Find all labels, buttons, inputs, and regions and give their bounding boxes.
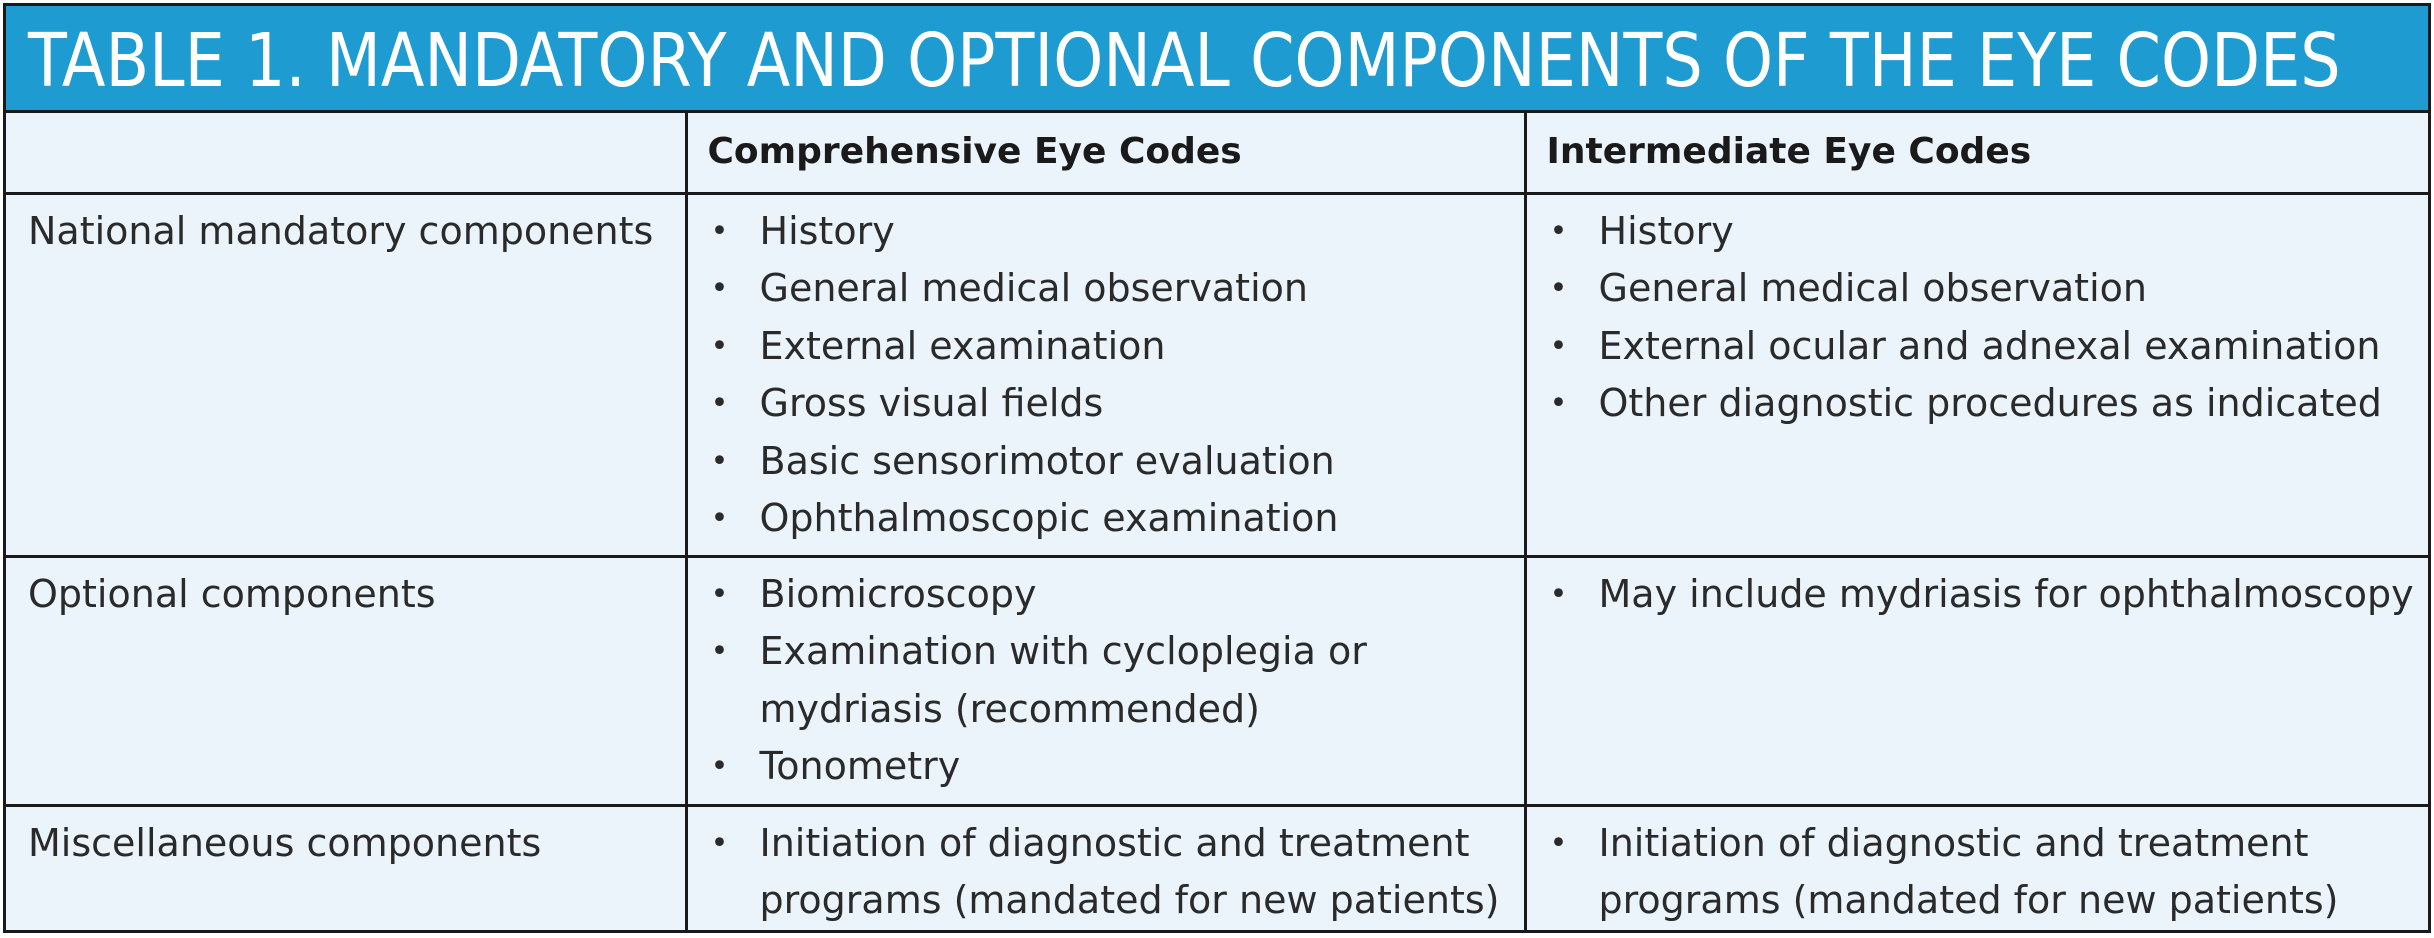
bullet-icon: • [710, 825, 729, 861]
bullet-list: • History • General medical observation • Ext… [688, 195, 1524, 548]
table-title-bar: TABLE 1. MANDATORY AND OPTIONAL COMPONEN… [6, 6, 2428, 113]
list-item: • Other diagnostic procedures as indicate… [1527, 375, 2429, 433]
bullet-list: • Initiation of diagnostic and treatment … [1527, 807, 2429, 930]
list-item: • General medical observation [688, 260, 1524, 318]
comprehensive-cell: • Initiation of diagnostic and treatment … [684, 803, 1527, 932]
list-item-text: Basic sensorimotor evaluation [759, 438, 1335, 483]
list-item-text: External ocular and adnexal examination [1598, 323, 2381, 368]
bullet-icon: • [710, 501, 729, 536]
bullet-icon: • [710, 749, 729, 784]
bullet-icon: • [1549, 328, 1568, 364]
intermediate-cell: • History • General medical observation • Ext… [1523, 191, 2429, 558]
table-row: Miscellaneous components • Initiation of … [6, 803, 2429, 932]
header-row: Comprehensive Eye Codes Intermediate Eye… [6, 110, 2428, 195]
list-item: • External ocular and adnexal examination [1527, 318, 2429, 376]
bullet-icon: • [710, 576, 729, 612]
table-title: TABLE 1. MANDATORY AND OPTIONAL COMPONEN… [28, 18, 2341, 104]
list-item: • Initiation of diagnostic and treatment … [688, 815, 1524, 930]
list-item: • External examination [688, 318, 1524, 376]
header-empty-cell [6, 110, 688, 195]
comprehensive-cell: • History • General medical observation • Ext… [684, 191, 1527, 558]
list-item-text: Biomicroscopy [759, 571, 1037, 616]
bullet-icon: • [710, 213, 729, 249]
bullet-icon: • [710, 328, 729, 364]
list-item-text: History [759, 208, 895, 253]
list-item: • History [688, 203, 1524, 261]
table-row: National mandatory components • History • G… [6, 191, 2429, 558]
list-item-text: Gross visual fields [759, 381, 1104, 425]
list-item-text: Initiation of diagnostic and treatment p… [759, 820, 1500, 923]
bullet-icon: • [710, 271, 729, 306]
list-item: • History [1527, 203, 2429, 261]
bullet-list: • History • General medical observation • Ext… [1527, 195, 2429, 433]
bullet-list: • Biomicroscopy • Examination with cyclople… [688, 558, 1524, 796]
list-item: • Ophthalmoscopic examination [688, 490, 1524, 548]
bullet-list: • Initiation of diagnostic and treatment … [688, 807, 1524, 930]
header-comprehensive: Comprehensive Eye Codes [684, 110, 1527, 195]
list-item-text: Other diagnostic procedures as indicated [1598, 381, 2382, 425]
list-item: • Biomicroscopy [688, 566, 1524, 624]
intermediate-cell: • Initiation of diagnostic and treatment … [1523, 803, 2429, 932]
list-item-text: Tonometry [759, 744, 961, 788]
list-item: • Basic sensorimotor evaluation [688, 433, 1524, 491]
list-item: • Tonometry [688, 738, 1524, 796]
row-label: Miscellaneous components [6, 803, 688, 932]
list-item-text: History [1598, 208, 1734, 253]
row-label: Optional components [6, 554, 688, 807]
header-intermediate: Intermediate Eye Codes [1523, 110, 2428, 195]
bullet-icon: • [710, 634, 729, 669]
list-item-text: Ophthalmoscopic examination [759, 496, 1339, 540]
table-row: Optional components • Biomicroscopy • Exami… [6, 554, 2429, 807]
row-label: National mandatory components [6, 191, 688, 558]
comprehensive-cell: • Biomicroscopy • Examination with cyclople… [684, 554, 1527, 807]
bullet-icon: • [1549, 576, 1568, 612]
list-item: • General medical observation [1527, 260, 2429, 318]
components-table: Comprehensive Eye Codes Intermediate Eye… [6, 110, 2428, 932]
list-item-text: External examination [759, 323, 1166, 368]
list-item: • May include mydriasis for ophthalmoscop… [1527, 566, 2429, 624]
list-item-text: General medical observation [1598, 266, 2147, 310]
list-item-text: Examination with cycloplegia or mydriasi… [759, 629, 1367, 731]
list-item: • Examination with cycloplegia or mydrias… [688, 623, 1524, 738]
list-item: • Gross visual fields [688, 375, 1524, 433]
list-item-text: General medical observation [759, 266, 1308, 310]
bullet-icon: • [1549, 213, 1568, 249]
bullet-list: • May include mydriasis for ophthalmoscop… [1527, 558, 2429, 624]
list-item: • Initiation of diagnostic and treatment … [1527, 815, 2429, 930]
intermediate-cell: • May include mydriasis for ophthalmoscop… [1523, 554, 2429, 807]
list-item-text: May include mydriasis for ophthalmoscopy [1598, 571, 2414, 616]
eye-codes-table: TABLE 1. MANDATORY AND OPTIONAL COMPONEN… [3, 3, 2431, 933]
bullet-icon: • [1549, 825, 1568, 861]
bullet-icon: • [710, 386, 729, 421]
bullet-icon: • [1549, 271, 1568, 306]
list-item-text: Initiation of diagnostic and treatment p… [1598, 820, 2339, 923]
bullet-icon: • [1549, 386, 1568, 421]
bullet-icon: • [710, 443, 729, 479]
